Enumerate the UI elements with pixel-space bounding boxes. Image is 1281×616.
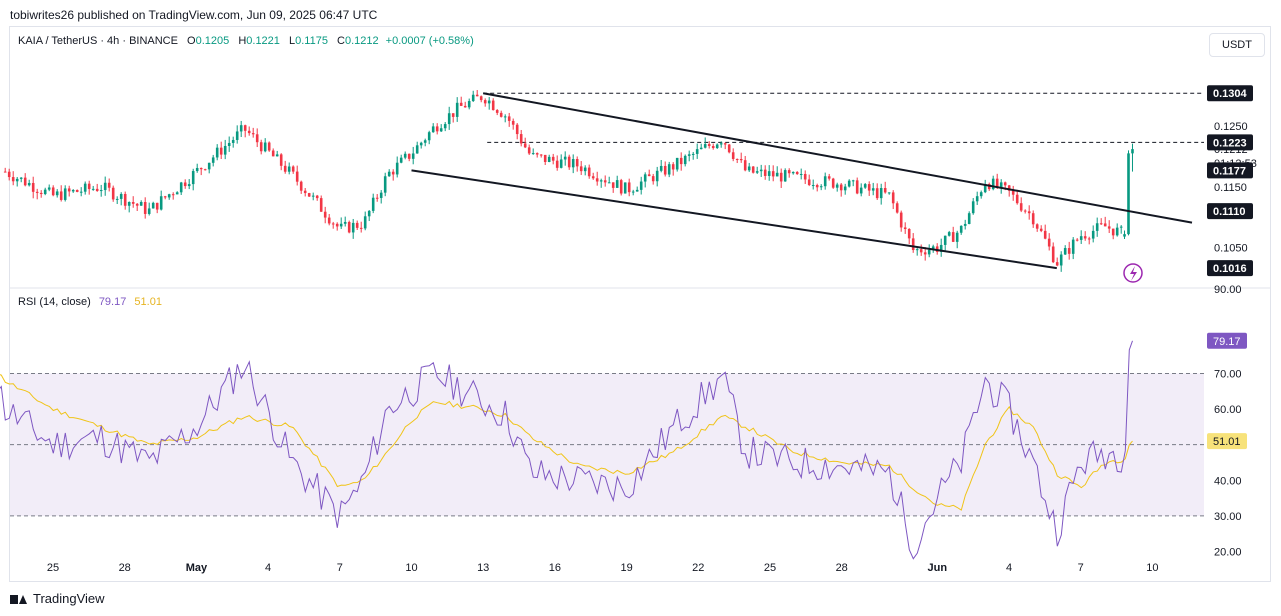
- rsi-title[interactable]: RSI (14, close): [18, 296, 91, 308]
- symbol-legend: KAIA / TetherUS · 4h · BINANCE O0.1205 H…: [18, 35, 474, 47]
- open-value: 0.1205: [195, 35, 230, 47]
- high-label: H: [238, 35, 247, 47]
- low-label: L: [288, 35, 296, 47]
- currency-button[interactable]: USDT: [1209, 33, 1265, 57]
- chart-frame: [9, 26, 1271, 582]
- rsi-legend: RSI (14, close) 79.17 51.01: [18, 296, 162, 308]
- close-value: 0.1212: [344, 35, 379, 47]
- high-value: 0.1221: [246, 35, 280, 47]
- candle-body: [3, 171, 7, 173]
- low-value: 0.1175: [295, 35, 328, 47]
- tradingview-logo-icon: [10, 593, 28, 605]
- symbol-title[interactable]: KAIA / TetherUS · 4h · BINANCE: [18, 35, 178, 47]
- rsi-value: 79.17: [98, 296, 127, 308]
- change-value: +0.0007 (+0.58%): [385, 35, 474, 47]
- open-label: O: [187, 35, 196, 47]
- close-label: C: [337, 35, 345, 47]
- publisher-attribution: tobiwrites26 published on TradingView.co…: [10, 8, 378, 22]
- tradingview-brand[interactable]: TradingView: [10, 591, 105, 606]
- rsi-ma-value: 51.01: [134, 296, 162, 308]
- brand-label: TradingView: [33, 591, 105, 606]
